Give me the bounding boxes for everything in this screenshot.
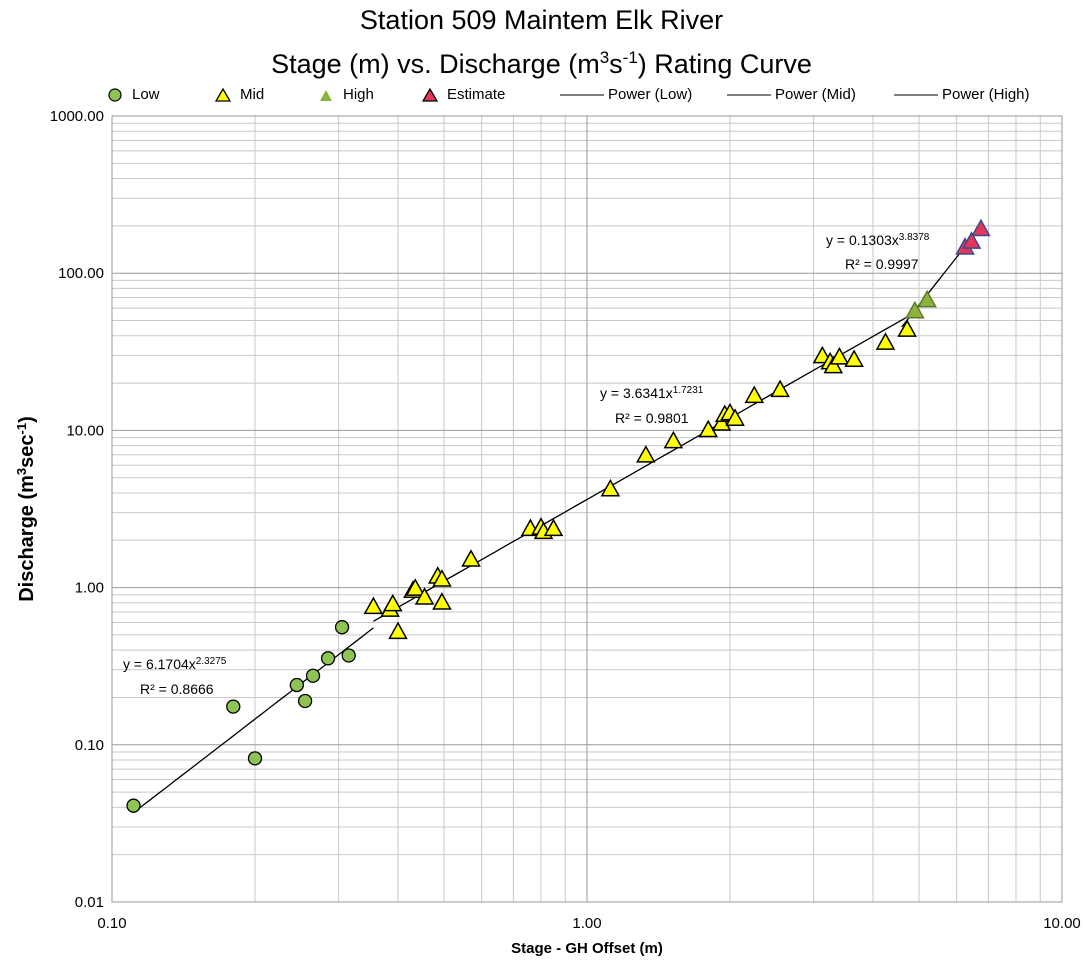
equation-exponent: 2.3275 bbox=[196, 656, 227, 667]
data-point-mid bbox=[744, 385, 765, 404]
trendline-r-squared: R² = 0.9801 bbox=[615, 410, 689, 426]
y-tick-label: 1.00 bbox=[75, 580, 104, 597]
legend-triangle-marker bbox=[214, 87, 232, 102]
trendline-equation: y = 3.6341x1.7231 bbox=[600, 385, 704, 402]
plot-border bbox=[111, 115, 1063, 903]
legend-label: Estimate bbox=[447, 86, 506, 103]
data-point-low bbox=[126, 798, 141, 813]
y-tick-label: 0.01 bbox=[75, 894, 104, 911]
data-point-low bbox=[305, 668, 321, 683]
legend-circle-marker bbox=[108, 88, 122, 102]
equation-base: y = 0.1303x bbox=[826, 232, 899, 248]
data-point-low bbox=[320, 651, 336, 666]
series-mid bbox=[363, 319, 917, 640]
data-point-mid bbox=[711, 413, 732, 431]
series-estimate bbox=[955, 218, 991, 255]
y-tick-label: 0.10 bbox=[75, 737, 104, 754]
data-point-estimate bbox=[971, 218, 991, 237]
legend-triangle-marker bbox=[320, 90, 332, 101]
data-point-mid bbox=[363, 596, 384, 615]
data-point-low bbox=[226, 699, 241, 714]
y-axis-label-superscript: 3 bbox=[14, 468, 29, 475]
equation-exponent: 1.7231 bbox=[673, 385, 704, 396]
data-point-mid bbox=[388, 621, 408, 640]
chart-title-line1: Station 509 Maintem Elk River bbox=[359, 5, 724, 35]
data-point-mid bbox=[600, 478, 621, 497]
chart-subtitle: Stage (m) vs. Discharge (m3s-1) Rating C… bbox=[0, 42, 1083, 80]
data-point-mid bbox=[405, 578, 426, 596]
legend-label: Mid bbox=[240, 86, 265, 103]
x-tick-label: 0.10 bbox=[97, 915, 126, 932]
data-point-mid bbox=[432, 569, 452, 587]
trendline-r-squared: R² = 0.8666 bbox=[140, 681, 214, 697]
data-point-mid bbox=[875, 332, 896, 350]
legend-label: Low bbox=[132, 86, 160, 103]
data-point-mid bbox=[636, 445, 656, 463]
legend-label: Power (High) bbox=[942, 86, 1030, 103]
data-point-high bbox=[905, 300, 925, 319]
y-tick-label: 10.00 bbox=[66, 422, 104, 439]
legend-line-marker bbox=[727, 94, 771, 96]
trendline-equation: y = 6.1704x2.3275 bbox=[123, 656, 227, 673]
legend-line-marker bbox=[894, 94, 938, 96]
subtitle-part: Stage (m) vs. Discharge (m bbox=[271, 49, 600, 79]
chart-title: Station 509 Maintem Elk River bbox=[0, 4, 1083, 36]
data-point-low bbox=[289, 677, 305, 693]
data-point-mid bbox=[770, 379, 790, 398]
subtitle-superscript: -1 bbox=[622, 48, 638, 67]
trendline-r-squared: R² = 0.9997 bbox=[845, 256, 919, 272]
x-tick-label: 10.00 bbox=[1043, 915, 1081, 932]
x-tick-label: 1.00 bbox=[572, 915, 601, 932]
data-point-mid bbox=[829, 346, 850, 365]
data-point-estimate bbox=[961, 231, 982, 249]
x-axis-label: Stage - GH Offset (m) bbox=[511, 940, 663, 957]
data-point-low bbox=[297, 693, 313, 709]
subtitle-superscript: 3 bbox=[599, 48, 610, 67]
subtitle-part: ) Rating Curve bbox=[637, 49, 812, 79]
legend-label: High bbox=[343, 86, 374, 103]
y-axis-label-part: sec bbox=[16, 434, 38, 467]
data-point-high bbox=[917, 289, 937, 308]
data-point-mid bbox=[432, 592, 452, 610]
data-point-mid bbox=[382, 593, 403, 612]
data-point-low bbox=[247, 751, 263, 766]
equation-base: y = 6.1704x bbox=[123, 656, 196, 672]
subtitle-part: s bbox=[609, 49, 623, 79]
data-point-mid bbox=[844, 349, 864, 367]
legend-label: Power (Low) bbox=[608, 86, 693, 103]
legend-label: Power (Mid) bbox=[775, 86, 856, 103]
y-tick-label: 1000.00 bbox=[50, 108, 104, 125]
y-axis-label-part: Discharge (m bbox=[16, 475, 38, 602]
y-axis-label-part: ) bbox=[16, 416, 38, 423]
chart-legend: Low Mid High Estimate Power (Low) Power (Mid)… bbox=[0, 84, 1083, 106]
data-point-low bbox=[341, 648, 356, 663]
data-point-mid bbox=[543, 518, 564, 537]
data-point-mid bbox=[414, 587, 435, 605]
series-high bbox=[905, 289, 937, 319]
y-axis-label: Discharge (m3sec-1) bbox=[14, 416, 39, 602]
legend-line-marker bbox=[560, 94, 604, 96]
data-point-mid bbox=[725, 408, 745, 426]
equation-exponent: 3.8378 bbox=[899, 232, 930, 243]
y-axis-label-superscript: -1 bbox=[14, 423, 29, 435]
data-point-mid bbox=[823, 355, 844, 374]
data-point-mid bbox=[663, 430, 684, 449]
y-tick-label: 100.00 bbox=[58, 265, 104, 282]
legend-triangle-marker bbox=[421, 87, 439, 102]
data-point-mid bbox=[698, 419, 719, 438]
series-low bbox=[126, 620, 356, 813]
trendline-equation: y = 0.1303x3.8378 bbox=[826, 232, 930, 249]
data-point-low bbox=[334, 620, 350, 635]
data-point-mid bbox=[461, 549, 481, 567]
data-point-mid bbox=[897, 319, 917, 337]
equation-base: y = 3.6341x bbox=[600, 385, 673, 401]
